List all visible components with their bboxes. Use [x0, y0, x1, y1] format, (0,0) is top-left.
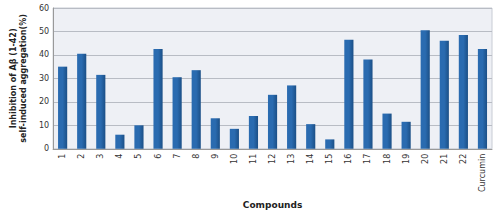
- svg-text:11: 11: [249, 154, 258, 164]
- svg-text:6: 6: [154, 154, 163, 159]
- svg-text:60: 60: [39, 4, 49, 13]
- svg-text:12: 12: [268, 154, 277, 164]
- svg-text:4: 4: [115, 154, 124, 159]
- svg-text:Curcumin: Curcumin: [478, 154, 487, 192]
- svg-text:0: 0: [44, 144, 49, 153]
- svg-text:1: 1: [58, 154, 67, 159]
- svg-text:17: 17: [363, 154, 372, 164]
- svg-text:20: 20: [39, 97, 49, 106]
- svg-text:8: 8: [192, 154, 201, 159]
- svg-text:10: 10: [39, 121, 49, 130]
- svg-text:50: 50: [39, 27, 49, 36]
- svg-text:10: 10: [230, 154, 239, 164]
- svg-text:22: 22: [459, 154, 468, 164]
- svg-text:15: 15: [325, 154, 334, 164]
- svg-text:21: 21: [440, 154, 449, 164]
- svg-text:9: 9: [211, 154, 220, 159]
- svg-text:13: 13: [287, 154, 296, 164]
- svg-text:18: 18: [383, 154, 392, 164]
- svg-text:2: 2: [77, 154, 86, 159]
- svg-text:16: 16: [344, 154, 353, 164]
- svg-text:19: 19: [402, 154, 411, 164]
- svg-text:14: 14: [306, 154, 315, 164]
- svg-text:3: 3: [96, 154, 105, 159]
- svg-text:5: 5: [134, 154, 143, 159]
- svg-text:Inhibition of Aβ (1-42): Inhibition of Aβ (1-42): [9, 28, 18, 128]
- svg-text:7: 7: [173, 154, 182, 159]
- svg-text:40: 40: [39, 50, 49, 59]
- svg-text:30: 30: [39, 74, 49, 83]
- svg-text:Compounds: Compounds: [243, 200, 302, 210]
- svg-text:20: 20: [421, 154, 430, 164]
- svg-text:self-induced aggregation(%): self-induced aggregation(%): [19, 14, 28, 143]
